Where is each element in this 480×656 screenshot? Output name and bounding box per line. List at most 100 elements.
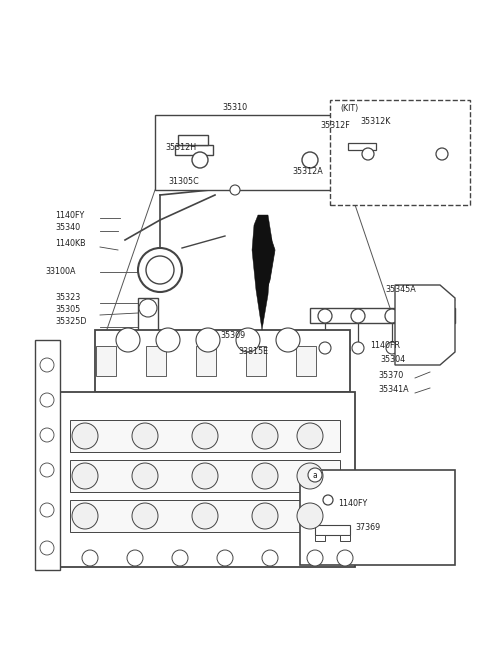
- Bar: [348, 143, 376, 150]
- Circle shape: [40, 541, 54, 555]
- Text: 1140FY: 1140FY: [338, 499, 367, 508]
- Circle shape: [386, 342, 398, 354]
- Circle shape: [172, 550, 188, 566]
- Circle shape: [323, 495, 333, 505]
- Text: (KIT): (KIT): [340, 104, 358, 112]
- Polygon shape: [395, 285, 455, 365]
- Circle shape: [40, 428, 54, 442]
- Bar: [315, 525, 350, 535]
- Circle shape: [308, 468, 322, 482]
- Text: 35340: 35340: [55, 224, 80, 232]
- Circle shape: [307, 550, 323, 566]
- Circle shape: [192, 152, 208, 168]
- Text: 35312K: 35312K: [360, 117, 390, 127]
- Text: 35345A: 35345A: [385, 285, 416, 295]
- Text: 1140FR: 1140FR: [370, 340, 400, 350]
- Bar: [35, 340, 60, 570]
- Circle shape: [40, 358, 54, 372]
- Bar: [70, 500, 340, 532]
- Text: 35341A: 35341A: [378, 386, 408, 394]
- Circle shape: [192, 463, 218, 489]
- Circle shape: [132, 423, 158, 449]
- Circle shape: [72, 423, 98, 449]
- Circle shape: [352, 342, 364, 354]
- Bar: [60, 392, 355, 567]
- Circle shape: [40, 463, 54, 477]
- Bar: [405, 298, 435, 318]
- Circle shape: [196, 328, 220, 352]
- Circle shape: [40, 393, 54, 407]
- Bar: [246, 346, 266, 376]
- Text: 31305C: 31305C: [168, 178, 199, 186]
- Circle shape: [132, 463, 158, 489]
- Circle shape: [262, 550, 278, 566]
- Circle shape: [418, 309, 432, 323]
- Circle shape: [82, 550, 98, 566]
- Bar: [296, 346, 316, 376]
- Polygon shape: [252, 215, 272, 330]
- Circle shape: [297, 503, 323, 529]
- Polygon shape: [255, 220, 275, 310]
- Circle shape: [276, 328, 300, 352]
- Bar: [70, 460, 340, 492]
- Bar: [178, 135, 208, 145]
- Text: a: a: [312, 470, 317, 480]
- Text: 35325D: 35325D: [55, 318, 86, 327]
- Bar: [405, 340, 435, 358]
- Bar: [315, 535, 325, 541]
- Bar: [155, 115, 350, 190]
- Bar: [95, 330, 350, 392]
- Text: 1140FY: 1140FY: [55, 211, 84, 220]
- Circle shape: [351, 309, 365, 323]
- Circle shape: [252, 463, 278, 489]
- Bar: [340, 535, 350, 541]
- Text: 35312A: 35312A: [292, 167, 323, 176]
- Bar: [408, 320, 433, 335]
- Text: 35323: 35323: [55, 293, 80, 302]
- Circle shape: [436, 148, 448, 160]
- Text: 35312H: 35312H: [165, 144, 196, 152]
- Circle shape: [146, 256, 174, 284]
- Circle shape: [40, 503, 54, 517]
- Circle shape: [337, 550, 353, 566]
- Circle shape: [139, 299, 157, 317]
- Circle shape: [217, 550, 233, 566]
- Circle shape: [385, 309, 399, 323]
- Circle shape: [318, 309, 332, 323]
- Text: 1140KB: 1140KB: [55, 239, 85, 249]
- Circle shape: [72, 503, 98, 529]
- Circle shape: [297, 463, 323, 489]
- Circle shape: [192, 423, 218, 449]
- Text: 35305: 35305: [55, 306, 80, 314]
- Circle shape: [156, 328, 180, 352]
- Bar: [70, 420, 340, 452]
- Bar: [300, 470, 455, 565]
- Text: 35309: 35309: [220, 331, 245, 340]
- Circle shape: [116, 328, 140, 352]
- Circle shape: [230, 185, 240, 195]
- Circle shape: [138, 248, 182, 292]
- Text: 35312F: 35312F: [320, 121, 350, 129]
- Circle shape: [132, 503, 158, 529]
- Bar: [138, 298, 158, 333]
- Circle shape: [236, 328, 260, 352]
- Circle shape: [192, 503, 218, 529]
- Text: 37369: 37369: [355, 522, 380, 531]
- Bar: [310, 308, 455, 323]
- Circle shape: [252, 503, 278, 529]
- Circle shape: [297, 423, 323, 449]
- Text: 35310: 35310: [222, 104, 248, 112]
- Circle shape: [419, 342, 431, 354]
- Bar: [96, 346, 116, 376]
- Text: 33815E: 33815E: [238, 348, 268, 356]
- Bar: [196, 346, 216, 376]
- Circle shape: [72, 463, 98, 489]
- Circle shape: [302, 152, 318, 168]
- Bar: [146, 346, 166, 376]
- Bar: [330, 100, 470, 205]
- Circle shape: [127, 550, 143, 566]
- Bar: [175, 145, 213, 155]
- Text: 35370: 35370: [378, 371, 403, 380]
- Text: 35304: 35304: [380, 356, 405, 365]
- Circle shape: [362, 148, 374, 160]
